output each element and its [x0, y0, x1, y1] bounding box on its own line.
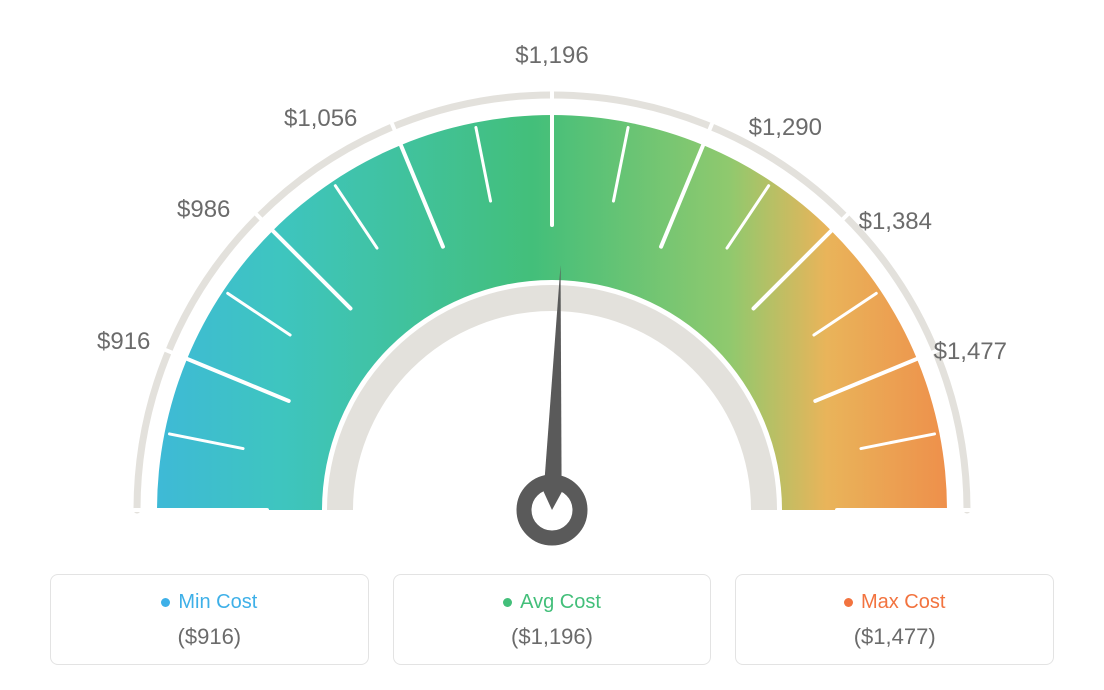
legend-avg-card: Avg Cost ($1,196): [393, 574, 712, 665]
tick-label: $1,477: [934, 338, 1007, 366]
legend-avg-title: Avg Cost: [503, 591, 601, 614]
dot-icon: [503, 598, 512, 607]
legend-avg-label: Avg Cost: [520, 591, 601, 614]
tick-label: $916: [97, 328, 150, 356]
tick-label: $1,384: [859, 208, 932, 236]
legend-avg-value: ($1,196): [404, 624, 701, 650]
tick-label: $986: [177, 196, 230, 224]
legend-max-value: ($1,477): [746, 624, 1043, 650]
tick-label: $1,196: [515, 42, 588, 70]
legend-min-title: Min Cost: [161, 591, 257, 614]
legend-min-value: ($916): [61, 624, 358, 650]
tick-label: $1,290: [749, 114, 822, 142]
legend-min-card: Min Cost ($916): [50, 574, 369, 665]
dot-icon: [161, 598, 170, 607]
gauge-svg: [62, 40, 1042, 570]
gauge-chart-container: $916 $986 $1,056 $1,196 $1,290 $1,384 $1,477 M…: [0, 0, 1104, 690]
tick-label: $1,056: [284, 105, 357, 133]
gauge: $916 $986 $1,056 $1,196 $1,290 $1,384 $1,477: [62, 40, 1042, 570]
dot-icon: [844, 598, 853, 607]
legend-max-label: Max Cost: [861, 591, 945, 614]
legend-max-title: Max Cost: [844, 591, 945, 614]
legend-max-card: Max Cost ($1,477): [735, 574, 1054, 665]
legend-min-label: Min Cost: [178, 591, 257, 614]
legend-row: Min Cost ($916) Avg Cost ($1,196) Max Co…: [50, 574, 1054, 665]
